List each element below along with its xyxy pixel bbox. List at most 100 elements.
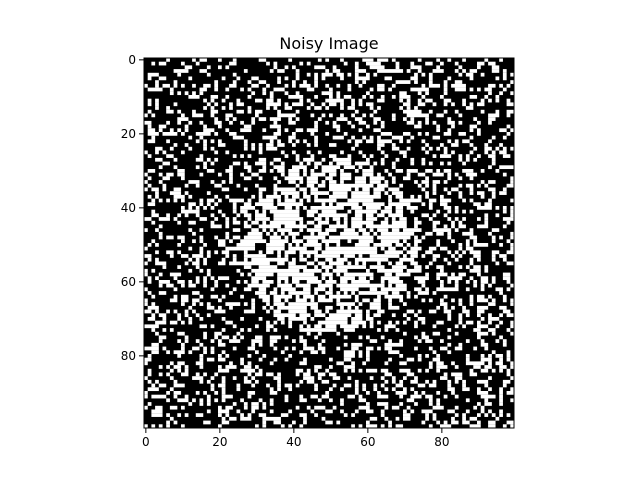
pixel-run <box>195 313 200 318</box>
pixel-run <box>258 357 263 362</box>
pixel-run <box>499 291 503 295</box>
pixel-run <box>214 87 219 92</box>
pixel-run <box>229 61 237 66</box>
pixel-run <box>495 361 503 366</box>
pixel-run <box>195 276 200 281</box>
pixel-run <box>210 95 219 99</box>
pixel-run <box>432 379 437 384</box>
pixel-run <box>480 357 492 362</box>
pixel-run <box>240 368 256 373</box>
pixel-run <box>369 254 400 258</box>
pixel-run <box>266 194 281 199</box>
pixel-run <box>314 291 318 295</box>
pixel-run <box>199 235 204 240</box>
pixel-run <box>218 354 222 358</box>
pixel-run <box>269 339 278 343</box>
pixel-run <box>273 294 293 299</box>
pixel-run <box>432 187 437 192</box>
pixel-run <box>317 183 326 188</box>
pixel-run <box>406 250 418 255</box>
pixel-run <box>395 328 400 332</box>
pixel-run <box>403 302 407 306</box>
pixel-run <box>432 135 441 140</box>
pixel-run <box>236 409 241 414</box>
pixel-run <box>477 331 489 336</box>
pixel-run <box>447 313 452 318</box>
pixel-run <box>465 183 474 188</box>
pixel-run <box>410 209 415 214</box>
pixel-run <box>310 187 318 192</box>
pixel-run <box>199 402 204 406</box>
pixel-run <box>354 65 359 70</box>
pixel-run <box>247 391 256 395</box>
pixel-run <box>195 61 200 66</box>
pixel-run <box>488 376 492 380</box>
pixel-run <box>266 61 270 66</box>
pixel-run <box>369 106 374 110</box>
pixel-run <box>284 102 289 107</box>
pixel-run <box>203 124 207 129</box>
pixel-run <box>454 405 459 410</box>
pixel-run <box>428 80 433 84</box>
pixel-run <box>288 309 307 314</box>
pixel-run <box>243 254 267 258</box>
pixel-run <box>380 157 385 162</box>
pixel-run <box>199 69 207 73</box>
pixel-run <box>358 228 367 232</box>
pixel-run <box>477 391 489 395</box>
pixel-run <box>332 191 348 195</box>
pixel-run <box>173 69 189 73</box>
pixel-run <box>173 165 178 170</box>
pixel-run <box>306 324 311 329</box>
pixel-run <box>399 379 404 384</box>
pixel-run <box>306 209 318 214</box>
pixel-run <box>395 320 400 325</box>
pixel-run <box>203 139 207 144</box>
pixel-run <box>147 305 159 310</box>
pixel-run <box>306 72 311 77</box>
pixel-run <box>292 150 296 155</box>
pixel-run <box>158 272 163 277</box>
pixel-run <box>184 365 189 369</box>
pixel-run <box>310 191 330 195</box>
pixel-run <box>173 294 178 299</box>
pixel-run <box>340 180 344 184</box>
pixel-run <box>451 416 455 421</box>
pixel-run <box>151 239 156 244</box>
pixel-run <box>225 150 230 155</box>
pixel-run <box>502 217 515 221</box>
pixel-run <box>454 172 459 177</box>
pixel-run <box>240 294 244 299</box>
pixel-run <box>399 198 422 203</box>
pixel-run <box>162 265 167 269</box>
pixel-run <box>214 120 222 125</box>
pixel-run <box>147 280 152 284</box>
pixel-run <box>199 324 207 329</box>
pixel-run <box>351 98 355 103</box>
pixel-run <box>369 324 374 329</box>
pixel-run <box>484 265 489 269</box>
pixel-run <box>277 69 285 73</box>
pixel-run <box>247 80 252 84</box>
pixel-run <box>155 80 159 84</box>
pixel-run <box>484 398 489 403</box>
pixel-run <box>491 69 500 73</box>
pixel-run <box>373 383 378 388</box>
pixel-run <box>177 91 182 96</box>
pixel-run <box>299 61 304 66</box>
pixel-run <box>373 231 378 236</box>
pixel-run <box>510 146 515 151</box>
pixel-run <box>221 391 226 395</box>
pixel-run <box>255 365 259 369</box>
pixel-run <box>377 183 389 188</box>
pixel-run <box>354 387 359 392</box>
pixel-run <box>380 220 389 225</box>
pixel-run <box>240 357 244 362</box>
pixel-run <box>395 261 404 266</box>
pixel-run <box>414 320 418 325</box>
pixel-run <box>391 161 396 166</box>
pixel-run <box>166 309 170 314</box>
pixel-run <box>425 287 429 292</box>
pixel-run <box>362 80 367 84</box>
pixel-run <box>388 420 392 425</box>
